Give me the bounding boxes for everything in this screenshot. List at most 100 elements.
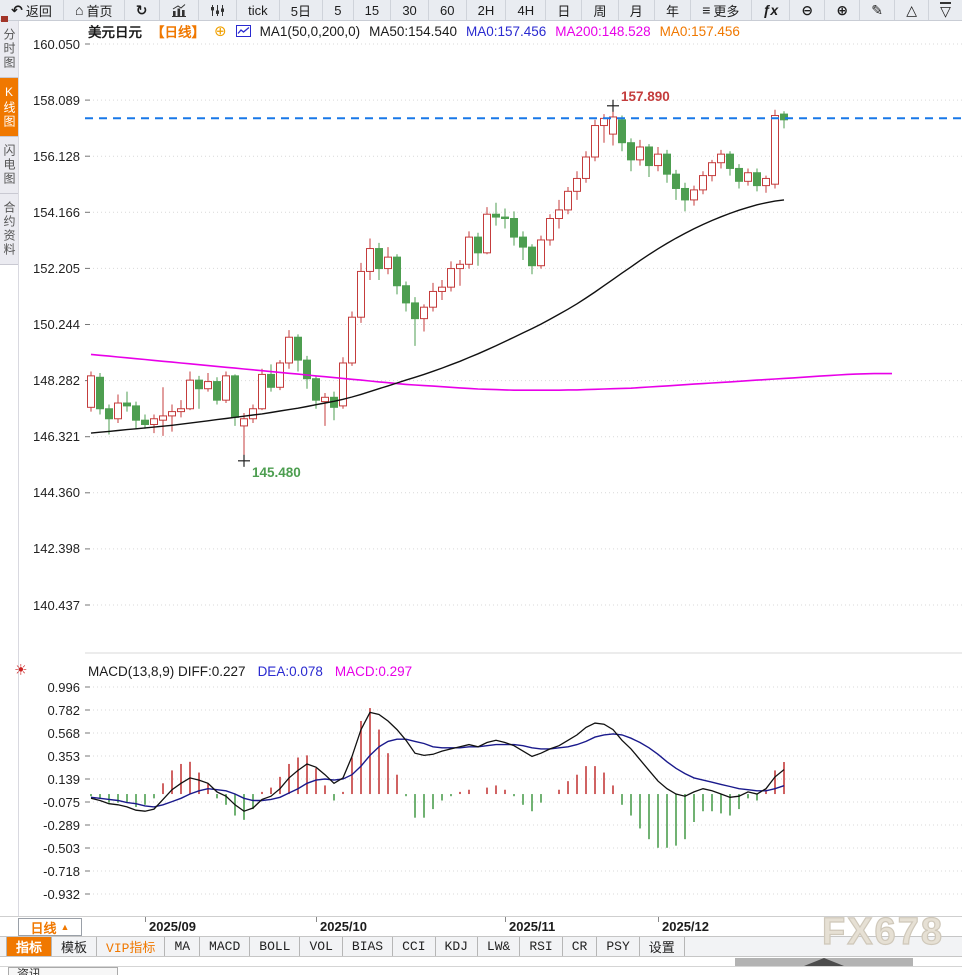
home-button[interactable]: ⌂ 首页 [64, 0, 125, 20]
tab-KDJ[interactable]: KDJ [436, 937, 478, 956]
tab-BOLL[interactable]: BOLL [250, 937, 301, 956]
macd-header-segment: DEA:0.078 [257, 664, 323, 679]
candle-settings-icon [210, 4, 225, 17]
back-icon: ↶ [11, 2, 23, 18]
interval-15m-button[interactable]: 15 [354, 0, 392, 20]
tab-VIP指标[interactable]: VIP指标 [97, 937, 166, 956]
home-button-label: 首页 [86, 3, 113, 19]
interval-5d-button[interactable]: 5日 [280, 0, 324, 20]
zoom-out-button[interactable]: ⊖ [790, 0, 826, 20]
interval-15m-button-label: 15 [364, 2, 380, 18]
month-tick [316, 917, 317, 922]
indicator-tab-bar: 指标 模板 VIP指标 MA MACD BOLL VOL BIAS CCI KDJ LW& RSI CR… [0, 936, 962, 957]
title-segment: MA1(50,0,200,0) [259, 23, 361, 39]
more-button[interactable]: ≡ 更多 [691, 0, 752, 20]
tab-CR[interactable]: CR [563, 937, 598, 956]
time-axis-row: 日线 ▲ 2025/09 2025/10 2025/11 2025/12 [0, 916, 962, 936]
price-axis-label: 146.321 [33, 429, 80, 445]
macd-axis-label: -0.289 [43, 817, 80, 833]
triangle-up-icon [804, 958, 844, 966]
title-segment: MA50:154.540 [369, 23, 457, 39]
macd-axis-label: -0.075 [43, 794, 80, 810]
interval-5m-button[interactable]: 5 [323, 0, 354, 20]
zoom-out-icon: ⊖ [801, 2, 814, 18]
macd-axis-label: 0.139 [47, 771, 80, 787]
bar-chart-button[interactable] [160, 0, 199, 20]
back-button-label: 返回 [25, 3, 52, 19]
interval-year-button[interactable]: 年 [655, 0, 692, 20]
sidebar-item-1[interactable]: 分时图 [0, 21, 18, 78]
date-label: 2025/12 [662, 919, 709, 934]
tab-LW&[interactable]: LW& [478, 937, 521, 956]
month-tick [658, 917, 659, 922]
svg-text:145.480: 145.480 [252, 465, 301, 480]
bottom-strip: 资讯 [0, 957, 962, 975]
interval-4h-button[interactable]: 4H [506, 0, 547, 20]
back-button[interactable]: ↶ 返回 [0, 0, 64, 20]
tab-指标[interactable]: 指标 [6, 937, 53, 956]
zoom-in-icon: ⊕ [836, 2, 849, 18]
tab-CCI[interactable]: CCI [393, 937, 436, 956]
interval-day-button[interactable]: 日 [546, 0, 583, 20]
interval-2h-button[interactable]: 2H [467, 0, 507, 20]
period-selector-button[interactable]: 日线 ▲ [18, 918, 82, 936]
interval-month-button[interactable]: 月 [619, 0, 655, 20]
tick-button[interactable]: tick [237, 0, 280, 20]
price-axis-label: 156.128 [33, 148, 80, 164]
tab-MACD[interactable]: MACD [200, 937, 251, 956]
title-segment: 【日线】 [151, 25, 205, 40]
sidebar-item-2[interactable]: K线图 [0, 78, 18, 137]
macd-axis-label: 0.353 [47, 748, 80, 764]
title-segment: 美元日元 [88, 25, 142, 40]
bar-chart-icon [171, 3, 187, 17]
collapse-button[interactable]: ▽ [929, 0, 962, 20]
panel-expand-handle[interactable] [735, 958, 913, 966]
fx-icon: ƒx [762, 2, 779, 18]
tab-设置[interactable]: 设置 [640, 937, 685, 956]
home-icon: ⌂ [75, 2, 84, 18]
date-label: 2025/09 [149, 919, 196, 934]
tab-BIAS[interactable]: BIAS [343, 937, 394, 956]
triangle-up-button[interactable]: △ [895, 0, 930, 20]
period-label: 日线 [30, 920, 57, 936]
interval-30m-button-label: 30 [402, 2, 417, 18]
date-label: 2025/10 [320, 919, 367, 934]
draw-button[interactable]: ✎ [860, 0, 896, 20]
chart-mini-icon [235, 25, 251, 37]
news-tab-partial[interactable]: 资讯 [8, 967, 118, 975]
interval-5m-button-label: 5 [334, 2, 342, 18]
interval-week-button[interactable]: 周 [582, 0, 619, 20]
fx-button[interactable]: ƒx [752, 0, 791, 20]
tab-MA[interactable]: MA [165, 937, 201, 956]
tab-VOL[interactable]: VOL [300, 937, 343, 956]
tab-RSI[interactable]: RSI [520, 937, 563, 956]
sidebar-divider [18, 21, 19, 916]
add-icon[interactable]: ⊕ [214, 22, 227, 40]
candle-style-button[interactable] [199, 0, 237, 20]
price-axis-label: 160.050 [33, 36, 80, 52]
price-axis-label: 140.437 [33, 597, 80, 613]
sidebar-item-4[interactable]: 合约资料 [0, 194, 18, 265]
interval-month-button-label: 月 [629, 3, 643, 19]
indicator-settings-sun-icon[interactable]: ☀ [14, 662, 28, 679]
collapse-icon: ▽ [940, 2, 951, 19]
sidebar-item-3[interactable]: 闪电图 [0, 137, 18, 194]
tab-PSY[interactable]: PSY [597, 937, 640, 956]
macd-header-segment: MACD(13,8,9) DIFF:0.227 [88, 664, 246, 679]
refresh-button[interactable]: ↻ [125, 0, 160, 20]
interval-60m-button[interactable]: 60 [429, 0, 467, 20]
zoom-in-button[interactable]: ⊕ [825, 0, 861, 20]
menu-icon: ≡ [702, 2, 711, 18]
macd-axis-label: -0.718 [43, 863, 80, 879]
interval-60m-button-label: 60 [440, 2, 455, 18]
macd-axis-label: 0.782 [47, 702, 80, 718]
chart-title-row: 美元日元 【日线】 ⊕ MA1(50,0,200,0) MA50:154.540 MA0:… [88, 22, 740, 41]
svg-text:157.890: 157.890 [621, 89, 670, 104]
interval-2h-button-label: 2H [477, 2, 495, 18]
tab-模板[interactable]: 模板 [52, 937, 98, 956]
sidebar-marker [1, 16, 8, 22]
price-axis-label: 158.089 [33, 92, 80, 108]
candlestick-and-macd-chart[interactable]: 157.890 145.480 [85, 20, 962, 916]
interval-30m-button[interactable]: 30 [391, 0, 429, 20]
